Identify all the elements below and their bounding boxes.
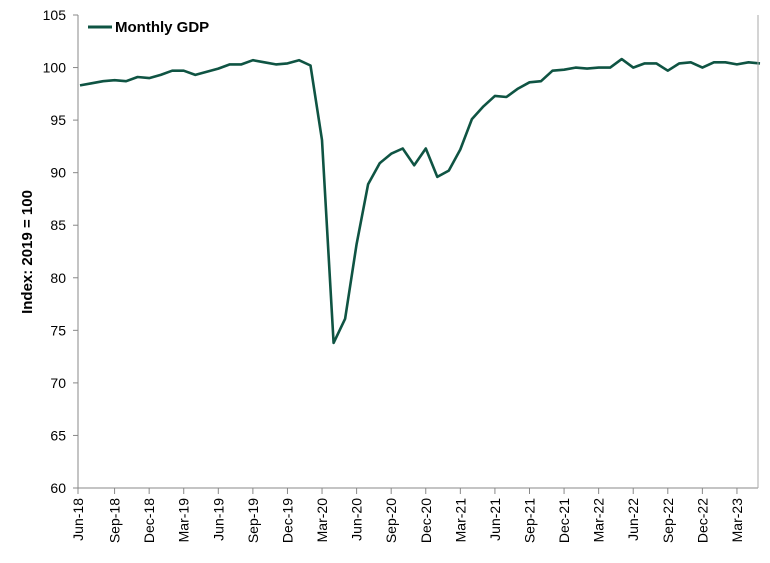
x-tick-label: Dec-20 <box>418 498 434 543</box>
x-tick-label: Jun-20 <box>349 498 365 541</box>
x-tick-label: Dec-19 <box>279 498 295 543</box>
y-tick-label: 100 <box>43 60 67 76</box>
data-points <box>80 59 760 343</box>
x-tick-label: Sep-19 <box>245 498 261 543</box>
x-tick-label: Sep-18 <box>107 498 123 543</box>
x-tick-label: Jun-22 <box>625 498 641 541</box>
x-axis: Jun-18 Sep-18 Dec-18 Mar-19 Jun-19 Sep-19 Dec-… <box>70 488 745 543</box>
x-tick-label: Sep-22 <box>660 498 676 543</box>
x-tick-label: Mar-19 <box>176 498 192 543</box>
x-tick-label: Jun-18 <box>70 498 86 541</box>
x-tick-label: Sep-21 <box>521 498 537 543</box>
y-tick-label: 80 <box>50 270 66 286</box>
x-tick-label: Jun-21 <box>487 498 503 541</box>
x-tick-label: Sep-20 <box>383 498 399 543</box>
y-axis: 60 65 70 75 80 85 90 95 100 105 <box>43 7 78 496</box>
x-tick-label: Mar-20 <box>314 498 330 543</box>
y-tick-label: 105 <box>43 7 67 23</box>
series-line-monthly-gdp <box>80 59 760 343</box>
y-tick-label: 75 <box>50 322 66 338</box>
y-tick-label: 70 <box>50 375 66 391</box>
y-tick-label: 85 <box>50 217 66 233</box>
x-tick-label: Dec-22 <box>694 498 710 543</box>
x-tick-label: Mar-23 <box>729 498 745 543</box>
x-tick-label: Mar-21 <box>452 498 468 543</box>
y-tick-label: 95 <box>50 112 66 128</box>
x-tick-label: Jun-19 <box>210 498 226 541</box>
y-axis-label: Index: 2019 = 100 <box>19 190 36 314</box>
x-tick-label: Dec-18 <box>141 498 157 543</box>
y-tick-label: 90 <box>50 165 66 181</box>
y-tick-label: 60 <box>50 480 66 496</box>
x-tick-label: Mar-22 <box>591 498 607 543</box>
legend-label: Monthly GDP <box>115 19 209 36</box>
x-tick-label: Dec-21 <box>556 498 572 543</box>
legend: Monthly GDP <box>88 19 209 36</box>
y-tick-label: 65 <box>50 427 66 443</box>
